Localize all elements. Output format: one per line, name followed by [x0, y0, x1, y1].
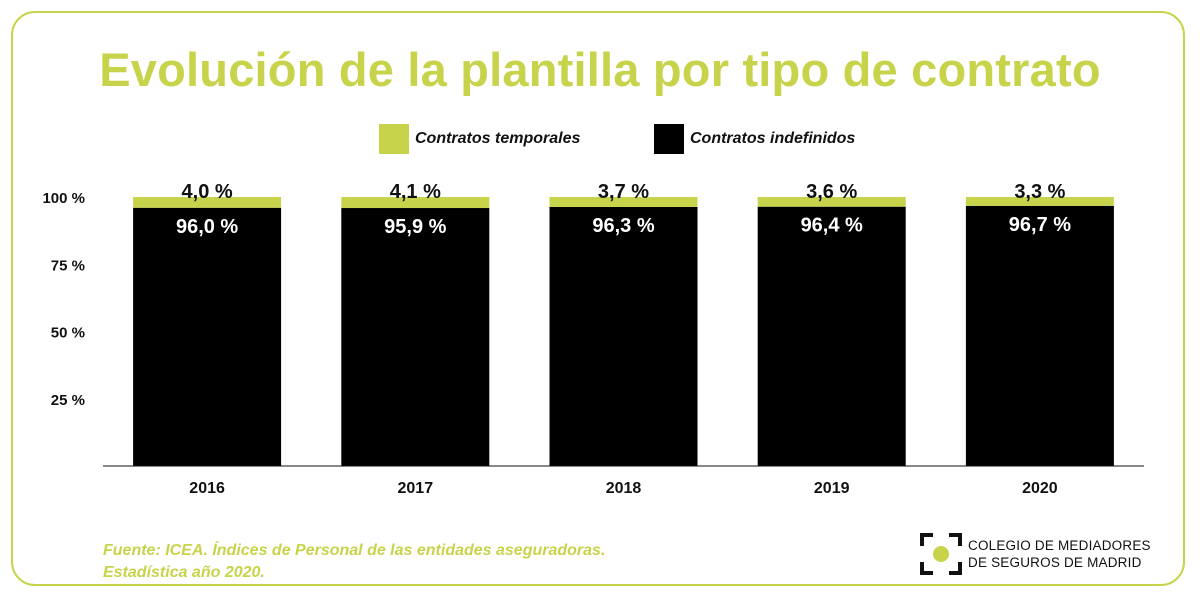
bar-indefinidos — [757, 206, 906, 466]
source-line-2: Estadística año 2020. — [103, 564, 265, 581]
data-label-indefinidos: 96,7 % — [1009, 214, 1071, 236]
data-label-indefinidos: 96,4 % — [801, 215, 863, 237]
source-note: Fuente: ICEA. Índices de Personal de las… — [103, 540, 743, 584]
y-tick-label: 25 % — [51, 392, 85, 409]
data-label-indefinidos: 95,9 % — [384, 216, 446, 238]
bar-temporales — [549, 197, 698, 207]
legend-item-indefinidos: Contratos indefinidos — [654, 124, 855, 154]
y-tick-label: 50 % — [51, 325, 85, 342]
x-category-label: 2020 — [1022, 480, 1058, 497]
x-category-label: 2016 — [189, 480, 225, 497]
logo-icon — [920, 533, 962, 575]
bar-indefinidos — [341, 208, 490, 467]
bar-indefinidos — [965, 205, 1114, 466]
legend-item-temporales: Contratos temporales — [379, 124, 580, 154]
bar-indefinidos — [549, 206, 698, 466]
bar-temporales — [965, 197, 1114, 206]
data-label-temporales: 3,7 % — [598, 181, 649, 203]
data-label-temporales: 3,3 % — [1014, 181, 1065, 203]
organization-logo: COLEGIO DE MEDIADORES DE SEGUROS DE MADR… — [920, 533, 1151, 575]
legend-label-indefinidos: Contratos indefinidos — [690, 130, 856, 147]
bar-temporales — [133, 197, 282, 208]
data-label-temporales: 3,6 % — [806, 181, 857, 203]
x-category-label: 2019 — [814, 480, 850, 497]
chart-title: Evolución de la plantilla por tipo de co… — [99, 43, 1101, 96]
data-label-indefinidos: 96,0 % — [176, 216, 238, 238]
x-category-label: 2018 — [606, 480, 642, 497]
logo-text-line-2: DE SEGUROS DE MADRID — [968, 555, 1142, 570]
bar-indefinidos — [133, 207, 282, 466]
legend-label-temporales: Contratos temporales — [415, 130, 581, 147]
x-category-label: 2017 — [398, 480, 434, 497]
bar-temporales — [341, 197, 490, 209]
y-tick-label: 75 % — [51, 257, 85, 274]
bar-temporales — [757, 197, 906, 207]
source-line-1: Fuente: ICEA. Índices de Personal de las… — [103, 542, 606, 559]
logo-text-line-1: COLEGIO DE MEDIADORES — [968, 538, 1151, 553]
legend-swatch-indefinidos — [654, 124, 684, 154]
data-label-indefinidos: 96,3 % — [592, 215, 654, 237]
data-label-temporales: 4,1 % — [390, 181, 441, 203]
data-label-temporales: 4,0 % — [182, 181, 233, 203]
y-tick-label: 100 % — [42, 190, 85, 207]
legend-swatch-temporales — [379, 124, 409, 154]
